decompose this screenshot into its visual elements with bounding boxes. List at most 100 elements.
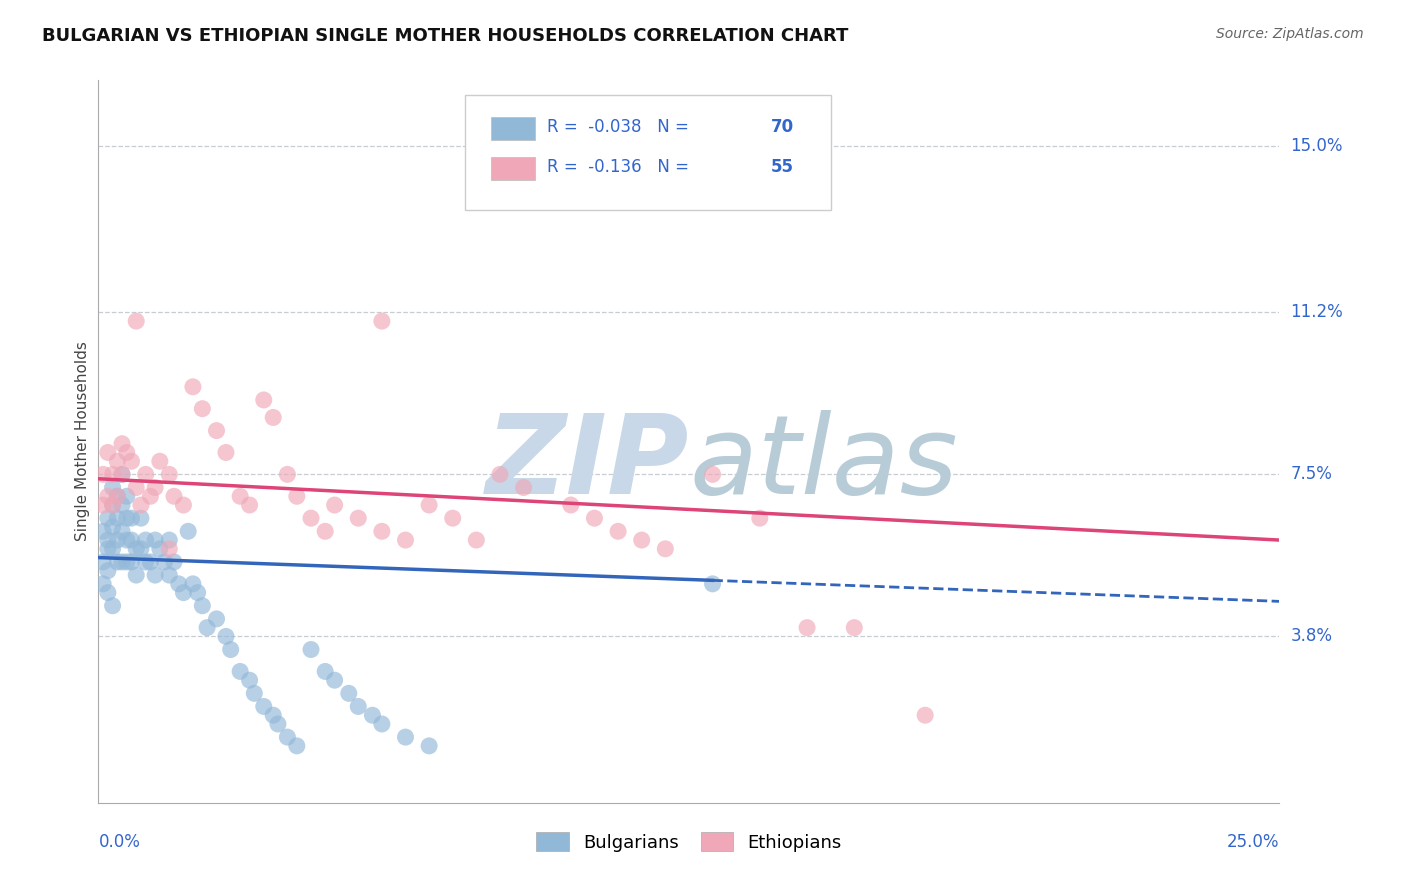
Point: [418, 498, 440, 512]
Text: 55: 55: [770, 158, 793, 176]
Point: [121, 511, 143, 525]
Text: R =  -0.136   N =: R = -0.136 N =: [547, 158, 695, 176]
Point: [129, 498, 152, 512]
Point: [101, 541, 124, 556]
FancyBboxPatch shape: [491, 157, 536, 180]
Point: [101, 467, 124, 482]
Point: [314, 524, 336, 539]
Point: [262, 708, 284, 723]
Text: 70: 70: [770, 119, 793, 136]
Point: [583, 511, 606, 525]
Point: [139, 489, 162, 503]
Point: [97, 585, 120, 599]
Point: [276, 730, 298, 744]
Point: [149, 541, 172, 556]
Point: [111, 498, 134, 512]
Point: [101, 481, 124, 495]
Point: [97, 564, 120, 578]
Point: [111, 467, 134, 482]
Point: [115, 511, 138, 525]
Point: [97, 541, 120, 556]
Point: [115, 533, 138, 547]
Text: 0.0%: 0.0%: [98, 833, 141, 851]
Point: [172, 585, 194, 599]
Point: [371, 717, 394, 731]
Point: [157, 541, 180, 556]
Point: [115, 555, 138, 569]
Point: [163, 489, 186, 503]
Point: [105, 489, 128, 503]
Point: [796, 621, 818, 635]
Point: [157, 467, 180, 482]
Point: [285, 739, 308, 753]
Point: [129, 541, 152, 556]
Point: [323, 673, 346, 688]
Point: [630, 533, 652, 547]
Point: [181, 380, 204, 394]
Point: [215, 445, 238, 459]
Point: [163, 555, 186, 569]
Point: [105, 555, 128, 569]
Point: [105, 454, 128, 468]
Point: [418, 739, 440, 753]
Point: [702, 577, 724, 591]
Point: [337, 686, 360, 700]
Text: R =  -0.038   N =: R = -0.038 N =: [547, 119, 695, 136]
Point: [205, 424, 228, 438]
Point: [489, 467, 512, 482]
Point: [219, 642, 242, 657]
Point: [253, 699, 276, 714]
Point: [105, 489, 128, 503]
Point: [229, 665, 252, 679]
FancyBboxPatch shape: [464, 95, 831, 211]
Point: [607, 524, 630, 539]
Point: [748, 511, 770, 525]
Text: Source: ZipAtlas.com: Source: ZipAtlas.com: [1216, 27, 1364, 41]
Point: [262, 410, 284, 425]
Point: [105, 533, 128, 547]
Point: [139, 555, 162, 569]
Text: 7.5%: 7.5%: [1291, 466, 1333, 483]
Point: [276, 467, 298, 482]
Point: [267, 717, 290, 731]
Legend: Bulgarians, Ethiopians: Bulgarians, Ethiopians: [529, 825, 849, 859]
Point: [91, 555, 114, 569]
Point: [844, 621, 866, 635]
Point: [394, 730, 416, 744]
Point: [361, 708, 384, 723]
Point: [115, 445, 138, 459]
Point: [91, 467, 114, 482]
Point: [101, 498, 124, 512]
Point: [347, 699, 370, 714]
Point: [191, 599, 214, 613]
Text: ZIP: ZIP: [485, 409, 689, 516]
Point: [702, 467, 724, 482]
Point: [143, 533, 166, 547]
Point: [167, 577, 190, 591]
Point: [91, 498, 114, 512]
Point: [914, 708, 936, 723]
Point: [143, 568, 166, 582]
Point: [253, 392, 276, 407]
Point: [125, 314, 148, 328]
Point: [97, 445, 120, 459]
Point: [157, 533, 180, 547]
Point: [125, 541, 148, 556]
Point: [153, 555, 176, 569]
Point: [229, 489, 252, 503]
Point: [125, 481, 148, 495]
Point: [111, 467, 134, 482]
Point: [371, 524, 394, 539]
Point: [187, 585, 209, 599]
Point: [101, 498, 124, 512]
Text: 15.0%: 15.0%: [1291, 137, 1343, 155]
Point: [215, 629, 238, 643]
Text: atlas: atlas: [689, 409, 957, 516]
Point: [97, 533, 120, 547]
Point: [323, 498, 346, 512]
Point: [101, 599, 124, 613]
Point: [195, 621, 218, 635]
Text: 25.0%: 25.0%: [1227, 833, 1279, 851]
Point: [111, 555, 134, 569]
Point: [115, 489, 138, 503]
